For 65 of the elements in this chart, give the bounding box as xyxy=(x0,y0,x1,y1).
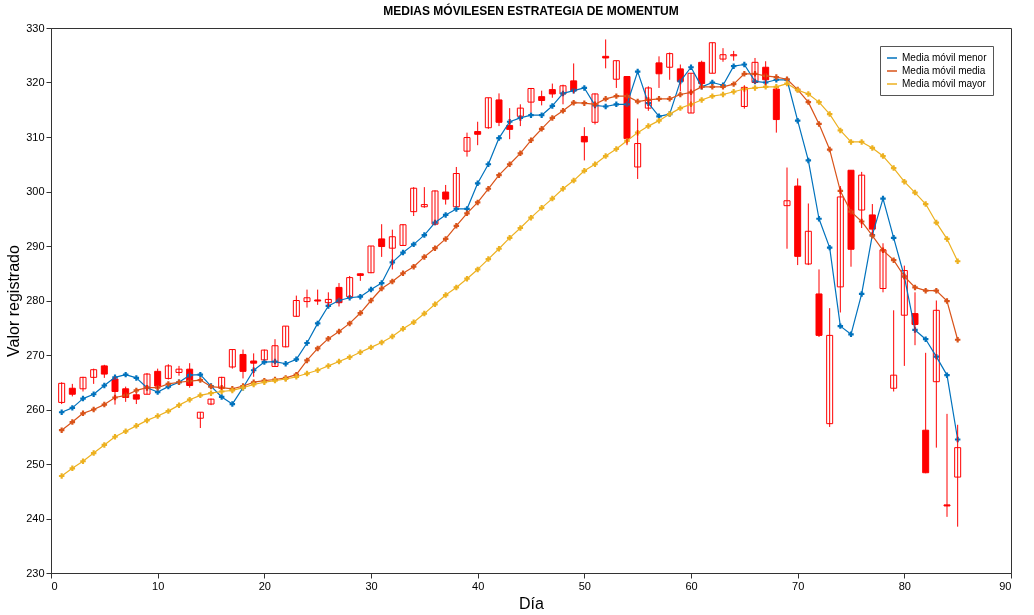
y-tick-label: 230 xyxy=(26,566,45,579)
legend-label: Media móvil mayor xyxy=(902,78,987,89)
candlestick xyxy=(100,364,108,379)
y-tick-label: 310 xyxy=(26,130,45,143)
candlestick xyxy=(612,60,620,89)
candlestick xyxy=(292,295,300,318)
candlestick xyxy=(367,245,375,274)
y-tick-label: 290 xyxy=(26,239,45,252)
candlestick xyxy=(356,272,364,282)
candlestick xyxy=(207,398,215,406)
x-tick-label: 80 xyxy=(898,579,911,592)
candlestick xyxy=(804,202,812,266)
candlestick xyxy=(399,223,407,247)
candlestick xyxy=(175,365,183,377)
candlestick xyxy=(378,223,386,258)
candlestick xyxy=(943,413,951,518)
x-tick-label: 70 xyxy=(792,579,805,592)
chart-title: MEDIAS MÓVILESEN ESTRATEGIA DE MOMENTUM xyxy=(383,3,679,18)
candlestick xyxy=(708,42,716,74)
x-tick-label: 60 xyxy=(685,579,698,592)
y-axis-title: Valor registrado xyxy=(5,245,23,357)
candlestick xyxy=(410,186,418,217)
x-tick-label: 0 xyxy=(51,579,58,592)
legend-label: Media móvil media xyxy=(902,65,986,76)
candlestick xyxy=(463,132,471,158)
candlestick xyxy=(719,47,727,63)
candlestick xyxy=(783,167,791,250)
candlestick xyxy=(58,381,66,405)
candlestick xyxy=(602,38,610,69)
y-tick-label: 300 xyxy=(26,185,45,197)
candlestick xyxy=(314,289,322,306)
x-tick-label: 30 xyxy=(365,579,378,592)
legend-label: Media móvil menor xyxy=(902,52,988,63)
candlestick xyxy=(228,349,236,370)
y-tick-label: 240 xyxy=(26,512,45,524)
candlestick xyxy=(90,368,98,385)
candlestick xyxy=(196,411,204,429)
candlestick xyxy=(527,87,535,113)
candlestick xyxy=(303,289,311,309)
candlestick xyxy=(900,265,908,367)
candlestick xyxy=(538,90,546,106)
candlestick xyxy=(442,184,450,206)
x-tick-label: 10 xyxy=(152,579,165,592)
x-tick-label: 50 xyxy=(578,579,591,592)
x-axis-title: Día xyxy=(519,594,545,612)
candlestick xyxy=(282,325,290,348)
y-tick-label: 320 xyxy=(26,76,45,88)
y-tick-label: 260 xyxy=(26,403,45,415)
y-tick-label: 280 xyxy=(26,294,45,306)
candlestick xyxy=(79,376,87,393)
candlestick xyxy=(143,372,151,395)
x-tick-label: 90 xyxy=(999,579,1012,592)
candlestick xyxy=(548,83,556,99)
x-tick-label: 40 xyxy=(472,579,485,592)
y-tick-label: 330 xyxy=(26,21,45,34)
x-tick-label: 20 xyxy=(258,579,271,592)
candlestick xyxy=(474,121,482,146)
candlestick xyxy=(580,126,588,161)
candlestick xyxy=(484,97,492,130)
y-tick-label: 270 xyxy=(26,348,45,361)
candlestick xyxy=(890,309,898,393)
y-tick-label: 250 xyxy=(26,457,45,470)
candlestick xyxy=(666,52,674,81)
candlestick xyxy=(164,363,172,381)
candlestick xyxy=(826,307,834,428)
